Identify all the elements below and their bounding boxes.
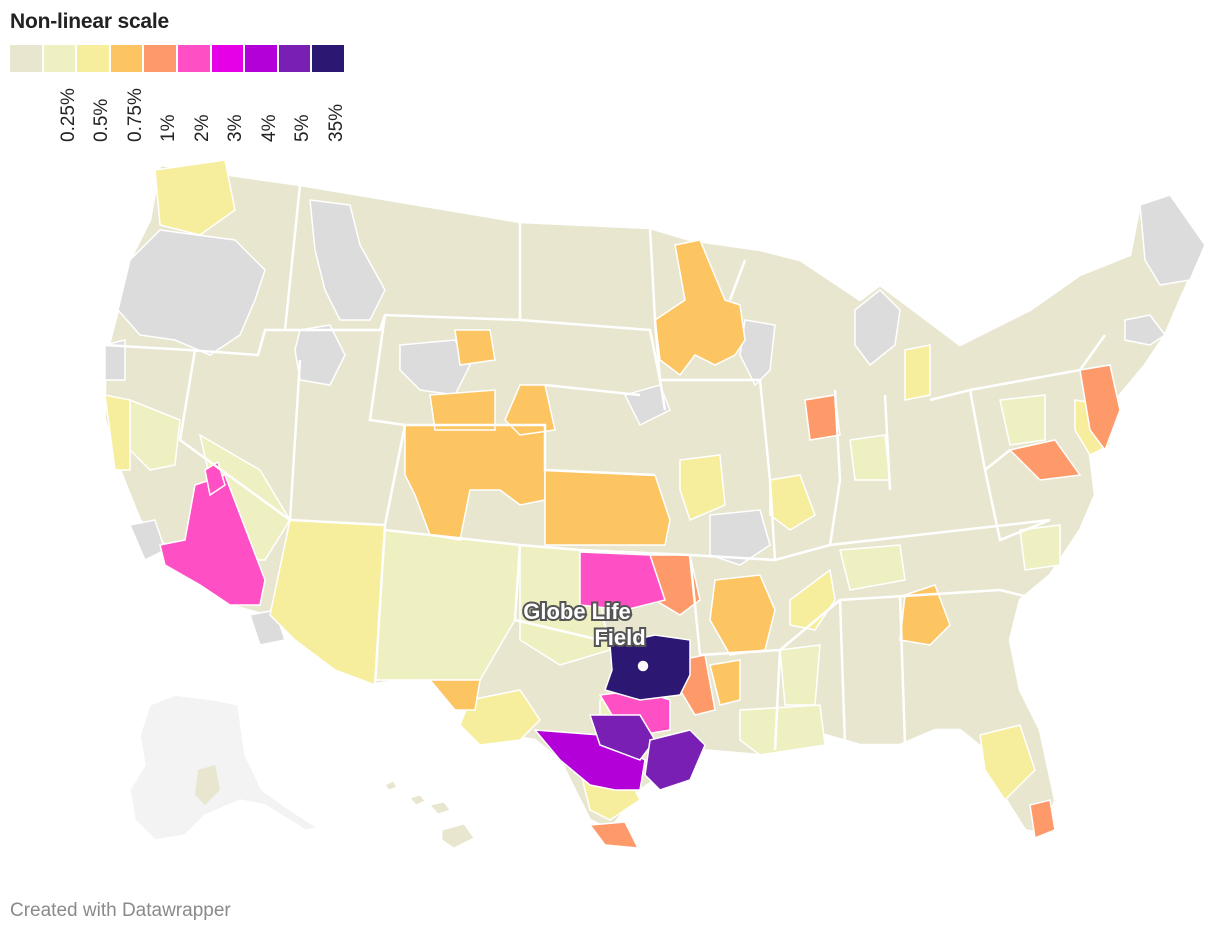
region-0.75pct[interactable] bbox=[904, 344, 931, 401]
region-2pct[interactable] bbox=[1008, 439, 1082, 481]
share-0.5pct-areas bbox=[129, 394, 1061, 761]
state-borders bbox=[104, 184, 1107, 751]
legend-swatch-10 bbox=[312, 45, 344, 72]
region-nodata[interactable] bbox=[854, 288, 901, 367]
region-0.5pct[interactable] bbox=[849, 434, 891, 481]
region-nodata[interactable] bbox=[104, 339, 126, 381]
no-data-areas bbox=[104, 194, 1206, 646]
region-1pct[interactable] bbox=[429, 389, 496, 431]
region-nodata[interactable] bbox=[1139, 194, 1206, 286]
region-nodata[interactable] bbox=[117, 229, 266, 356]
alaska-region[interactable] bbox=[129, 694, 321, 841]
share-1pct-areas bbox=[404, 239, 951, 711]
region-0.5pct[interactable] bbox=[739, 704, 826, 756]
legend-swatch-3 bbox=[77, 45, 109, 72]
share-5pct-areas bbox=[588, 714, 706, 791]
region-0.75pct[interactable] bbox=[104, 394, 131, 471]
stadium-marker[interactable]: Globe Life Field bbox=[521, 597, 650, 673]
marker-label-line2: Field bbox=[594, 625, 645, 650]
region-2pct[interactable] bbox=[804, 394, 841, 441]
legend-swatch-1 bbox=[10, 45, 42, 72]
region-0.75pct[interactable] bbox=[769, 474, 816, 531]
region-3pct[interactable] bbox=[579, 551, 666, 611]
alaska-shaded[interactable] bbox=[195, 765, 220, 805]
region-5pct[interactable] bbox=[644, 729, 706, 791]
region-nodata[interactable] bbox=[709, 509, 771, 566]
color-legend bbox=[10, 45, 344, 72]
region-1pct[interactable] bbox=[709, 659, 741, 706]
region-3pct[interactable] bbox=[159, 474, 266, 606]
region-2pct[interactable] bbox=[1029, 799, 1056, 840]
region-2pct[interactable] bbox=[588, 821, 640, 849]
legend-swatch-6 bbox=[177, 45, 210, 72]
region-1pct[interactable] bbox=[428, 679, 481, 711]
region-0.75pct[interactable] bbox=[459, 689, 541, 746]
legend-label: 35% bbox=[326, 103, 347, 142]
region-2pct[interactable] bbox=[1079, 364, 1121, 452]
region-nodata[interactable] bbox=[739, 319, 776, 387]
region-nodata[interactable] bbox=[1124, 314, 1167, 346]
marker-label-line1: Globe Life bbox=[523, 599, 631, 624]
legend-swatch-5 bbox=[144, 45, 176, 72]
region-1pct[interactable] bbox=[454, 329, 496, 366]
region-0.75pct[interactable] bbox=[269, 519, 386, 687]
region-0.75pct[interactable] bbox=[679, 454, 726, 522]
share-0.75pct-areas bbox=[104, 159, 1111, 821]
region-0.5pct[interactable] bbox=[1019, 524, 1061, 571]
legend-swatch-9 bbox=[278, 45, 311, 72]
region-1pct[interactable] bbox=[544, 469, 671, 546]
region-1pct[interactable] bbox=[504, 384, 556, 436]
marker-dot[interactable] bbox=[636, 659, 650, 673]
region-0.5pct[interactable] bbox=[999, 394, 1046, 446]
region-0.75pct[interactable] bbox=[154, 159, 236, 236]
region-0.5pct[interactable] bbox=[779, 644, 821, 706]
region-nodata[interactable] bbox=[309, 199, 386, 321]
legend-swatch-8 bbox=[245, 45, 277, 72]
region-nodata[interactable] bbox=[294, 324, 346, 386]
map-title: Non-linear scale bbox=[10, 10, 170, 33]
hawaii-region[interactable] bbox=[384, 780, 475, 849]
region-0.75pct[interactable] bbox=[979, 724, 1036, 802]
legend-swatch-7 bbox=[211, 45, 244, 72]
region-5pct[interactable] bbox=[588, 714, 656, 761]
us-choropleth-map[interactable]: Globe Life Field bbox=[0, 150, 1220, 870]
legend-swatch-4 bbox=[110, 45, 143, 72]
legend-swatch-2 bbox=[43, 45, 76, 72]
attribution-footer: Created with Datawrapper bbox=[10, 900, 231, 921]
region-0.5pct[interactable] bbox=[839, 544, 906, 591]
